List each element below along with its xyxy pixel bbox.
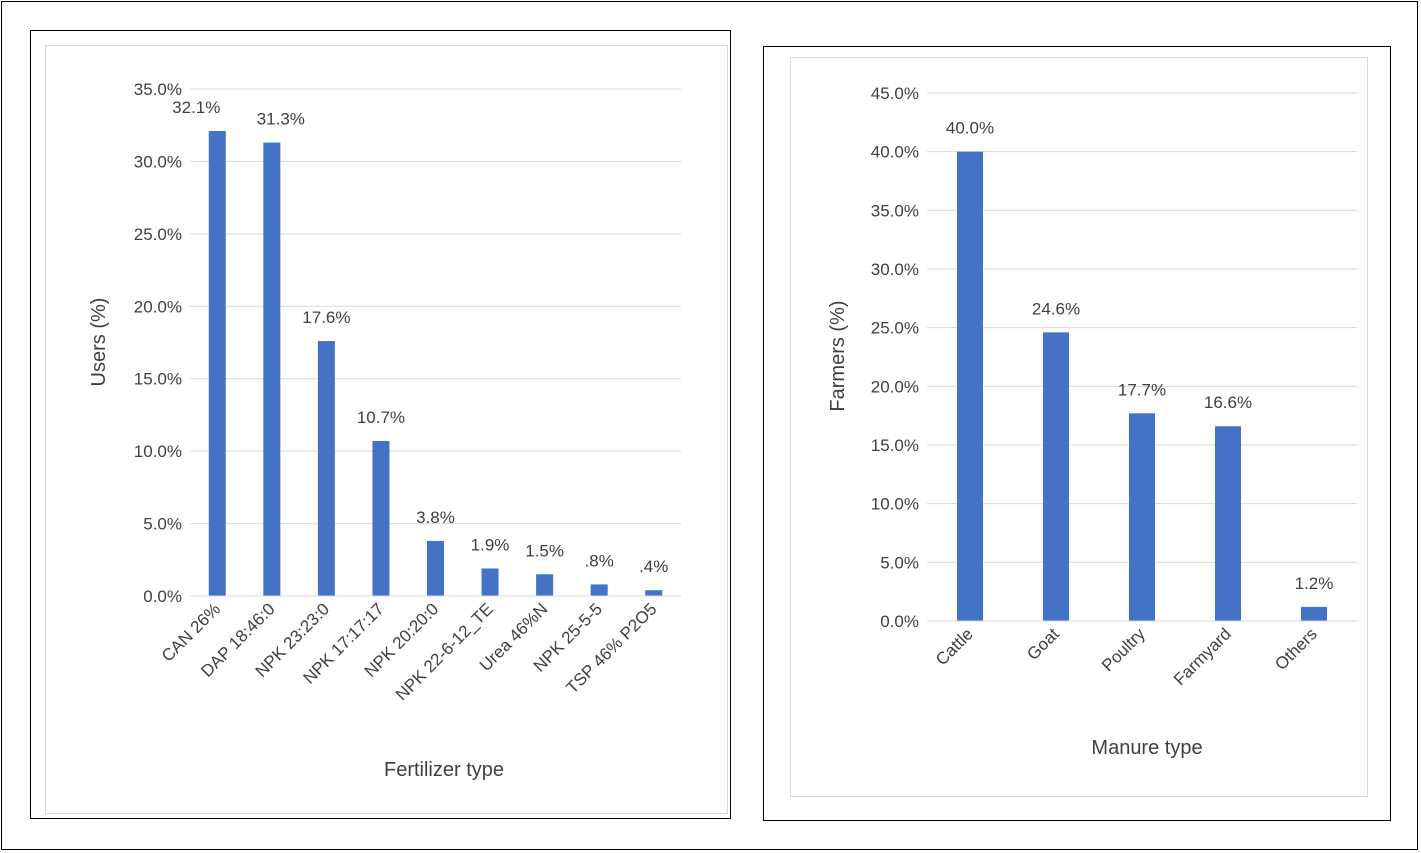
- data-label: 3.8%: [416, 508, 455, 527]
- bar: [645, 590, 663, 596]
- category-label: NPK 22-6-12_TE: [392, 599, 497, 704]
- data-label: 1.9%: [471, 535, 510, 554]
- bar: [1043, 332, 1069, 621]
- category-label: Farmyard: [1170, 624, 1235, 689]
- data-label: 31.3%: [257, 110, 305, 129]
- y-tick-label: 30.0%: [134, 152, 182, 171]
- y-tick-label: 5.0%: [143, 515, 182, 534]
- y-axis-title: Farmers (%): [827, 300, 849, 411]
- y-tick-label: 15.0%: [134, 370, 182, 389]
- bar: [481, 568, 499, 596]
- bar: [372, 441, 390, 596]
- y-tick-label: 30.0%: [871, 260, 919, 279]
- y-tick-label: 45.0%: [871, 84, 919, 103]
- data-label: 32.1%: [172, 98, 220, 117]
- data-label: .4%: [639, 557, 668, 576]
- y-tick-label: 20.0%: [134, 297, 182, 316]
- x-axis-title: Manure type: [1091, 737, 1202, 759]
- category-label: Goat: [1023, 624, 1063, 664]
- y-tick-label: 10.0%: [871, 495, 919, 514]
- y-tick-label: 15.0%: [871, 436, 919, 455]
- data-label: 40.0%: [946, 119, 994, 138]
- bar: [263, 142, 281, 596]
- bar: [1301, 606, 1327, 621]
- bar: [1215, 426, 1241, 621]
- category-label: Cattle: [932, 624, 977, 669]
- manure-chart-panel: 0.0% 5.0% 10.0% 15.0% 20.0% 25.0% 30.0% 35.0% 40…: [763, 46, 1391, 821]
- manure-type-chart: 0.0% 5.0% 10.0% 15.0% 20.0% 25.0% 30.0% 35.0% 40…: [827, 84, 1357, 759]
- data-label: 24.6%: [1032, 299, 1080, 318]
- y-tick-label: 5.0%: [880, 553, 919, 572]
- y-tick-label: 40.0%: [871, 143, 919, 162]
- bar: [957, 151, 983, 621]
- bar: [317, 341, 335, 596]
- fertilizer-type-chart: 0.0% 5.0% 10.0% 15.0% 20.0% 25.0% 30.0% 35.0%32…: [88, 80, 681, 781]
- bar: [427, 540, 444, 596]
- y-tick-label: 25.0%: [134, 225, 182, 244]
- y-tick-label: 35.0%: [134, 80, 182, 99]
- data-label: 17.7%: [1118, 380, 1166, 399]
- data-label: 16.6%: [1204, 393, 1252, 412]
- y-axis-title: Users (%): [88, 298, 110, 387]
- y-tick-label: 25.0%: [871, 319, 919, 338]
- y-tick-label: 20.0%: [871, 377, 919, 396]
- y-tick-label: 0.0%: [880, 612, 919, 631]
- data-label: 1.5%: [525, 541, 564, 560]
- y-tick-label: 35.0%: [871, 201, 919, 220]
- y-tick-label: 10.0%: [134, 442, 182, 461]
- y-tick-label: 0.0%: [143, 587, 182, 606]
- data-label: .8%: [585, 551, 614, 570]
- data-label: 1.2%: [1295, 574, 1334, 593]
- fertilizer-chart-panel: 0.0% 5.0% 10.0% 15.0% 20.0% 25.0% 30.0% 35.0% 32…: [30, 30, 731, 819]
- data-label: 17.6%: [302, 308, 350, 327]
- category-label: Others: [1271, 624, 1321, 674]
- category-label: Poultry: [1098, 624, 1149, 675]
- data-label: 10.7%: [357, 408, 405, 427]
- bar: [590, 584, 608, 596]
- bar: [536, 574, 554, 596]
- bar: [208, 131, 226, 596]
- x-axis-title: Fertilizer type: [384, 759, 504, 781]
- bar: [1129, 413, 1155, 621]
